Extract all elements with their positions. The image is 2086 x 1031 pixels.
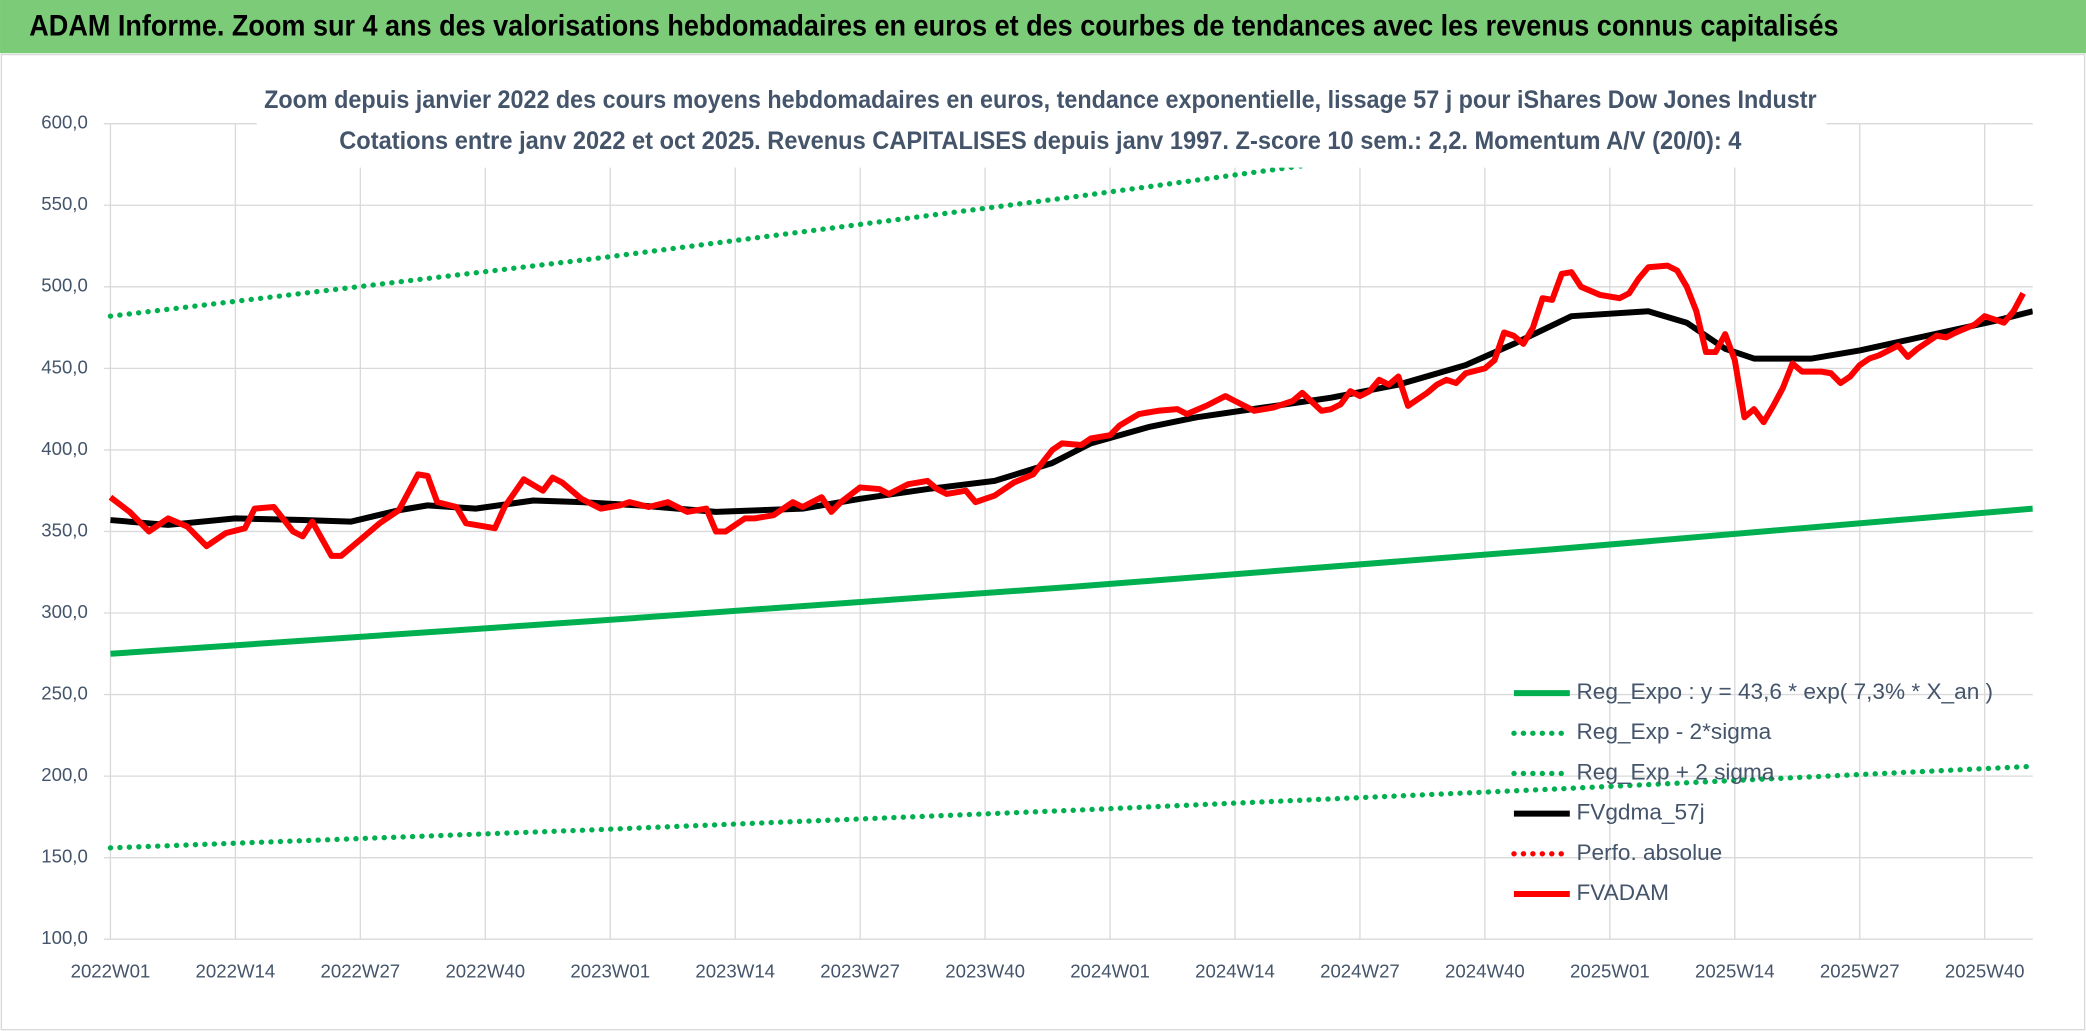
legend-label: Reg_Exp - 2*sigma xyxy=(1576,719,1771,744)
y-tick-label: 450,0 xyxy=(41,356,88,377)
x-tick-label: 2024W40 xyxy=(1445,960,1525,981)
legend-label: Reg_Expo : y = 43,6 * exp( 7,3% * X_an ) xyxy=(1576,679,1993,704)
y-tick-label: 250,0 xyxy=(41,682,88,703)
series-line xyxy=(107,763,2033,851)
x-tick-label: 2025W40 xyxy=(1945,960,2025,981)
header-title: ADAM Informe. Zoom sur 4 ans des valoris… xyxy=(29,11,1838,43)
y-tick-label: 550,0 xyxy=(41,193,88,214)
title-box xyxy=(256,79,1827,168)
y-tick-label: 100,0 xyxy=(41,927,88,948)
x-tick-label: 2022W01 xyxy=(71,960,151,981)
series-line xyxy=(107,123,1627,319)
chart-frame xyxy=(0,53,2086,1031)
header-bar xyxy=(0,0,2086,54)
x-tick-label: 2025W27 xyxy=(1820,960,1900,981)
x-tick-label: 2024W14 xyxy=(1195,960,1275,981)
y-tick-label: 400,0 xyxy=(41,438,88,459)
chart-title: Zoom depuis janvier 2022 des cours moyen… xyxy=(264,86,1817,114)
x-tick-label: 2023W40 xyxy=(945,960,1025,981)
y-tick-label: 350,0 xyxy=(41,519,88,540)
y-tick-label: 600,0 xyxy=(41,112,88,133)
series-line xyxy=(108,262,2026,559)
x-tick-label: 2024W27 xyxy=(1320,960,1400,981)
y-tick-label: 150,0 xyxy=(41,846,88,867)
x-tick-label: 2023W27 xyxy=(820,960,900,981)
y-tick-label: 300,0 xyxy=(41,601,88,622)
legend-label: FVADAM xyxy=(1576,880,1669,905)
x-tick-label: 2023W01 xyxy=(570,960,650,981)
x-tick-label: 2025W14 xyxy=(1695,960,1775,981)
x-tick-label: 2022W14 xyxy=(196,960,276,981)
legend-label: Perfo. absolue xyxy=(1576,840,1722,865)
x-tick-label: 2024W01 xyxy=(1070,960,1150,981)
x-tick-label: 2022W27 xyxy=(321,960,401,981)
x-tick-label: 2022W40 xyxy=(445,960,525,981)
chart-subtitle: Cotations entre janv 2022 et oct 2025. R… xyxy=(339,127,1741,155)
legend-label: FVgdma_57j xyxy=(1576,800,1704,825)
x-tick-label: 2023W14 xyxy=(695,960,775,981)
series-line xyxy=(110,505,2033,657)
legend-label: Reg_Exp + 2 sigma xyxy=(1576,759,1774,784)
y-tick-label: 200,0 xyxy=(41,764,88,785)
x-tick-label: 2025W01 xyxy=(1570,960,1650,981)
y-tick-label: 500,0 xyxy=(41,275,88,296)
